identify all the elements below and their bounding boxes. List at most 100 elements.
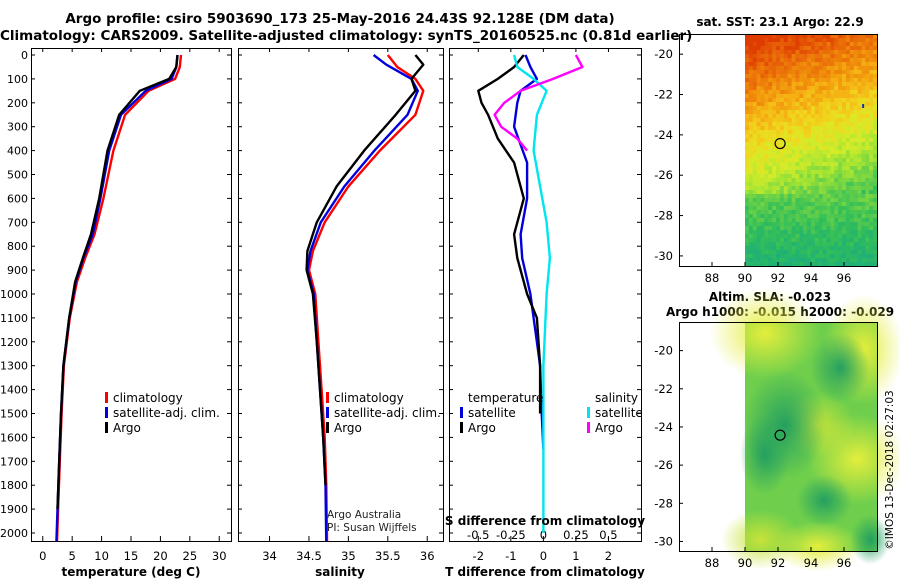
sst-cell [845,150,851,155]
sst-cell [779,162,785,167]
sst-cell [807,126,812,131]
sst-cell [811,186,816,191]
sst-cell [834,218,839,223]
sst-cell [772,34,777,39]
sst-cell [811,142,816,147]
sst-cell [787,58,793,63]
sst-cell [814,138,820,143]
sst-cell [869,242,874,247]
sst-cell [869,222,874,227]
sst-cell [818,202,824,207]
sst-cell [853,58,859,63]
sst-cell [873,82,878,87]
sst-cell [799,150,804,155]
sst-cell [787,230,793,235]
sst-cell [764,102,769,107]
sst-cell [826,190,832,195]
sst-cell [826,150,832,155]
sst-cell [776,102,781,107]
sst-cell [811,170,816,175]
sst-cell [834,202,839,207]
sst-cell [772,234,777,239]
sst-cell [799,170,804,175]
sst-cell [869,126,874,131]
sst-cell [807,102,812,107]
sst-cell [838,158,843,163]
sst-cell [838,182,843,187]
sst-cell [772,178,777,183]
sst-cell [760,258,766,263]
sst-cell [776,246,781,251]
sst-cell [807,242,812,247]
depth-tick-label: 1000 [0,288,28,301]
sst-cell [764,262,769,267]
sst-cell [838,50,843,55]
sst-cell [783,106,789,111]
sst-cell [768,38,773,43]
sst-cell [772,242,777,247]
sst-cell [842,158,847,163]
sst-cell [760,82,766,87]
sst-cell [853,234,859,239]
sst-cell [783,214,789,219]
sst-cell [869,146,874,151]
sst-cell [842,58,847,63]
sst-cell [748,102,754,107]
sst-cell [849,154,855,159]
sst-cell [857,258,863,263]
sst-cell [869,34,874,39]
sst-cell [783,178,789,183]
salinity-plot-frame [238,48,444,542]
sst-cell [845,214,851,219]
sst-cell [838,250,843,255]
sst-cell [799,238,804,243]
sst-cell [803,90,808,95]
sst-cell [776,90,781,95]
sst-cell [861,90,866,95]
sst-cell [791,78,797,83]
sst-cell [842,194,847,199]
sst-cell [803,250,808,255]
sst-cell [760,166,766,171]
sst-cell [772,186,777,191]
sst-cell [857,182,863,187]
sst-cell [787,142,793,147]
sst-cell [842,222,847,227]
sst-cell [845,162,851,167]
sst-cell [803,94,808,99]
sst-cell [853,178,859,183]
sst-cell [811,122,816,127]
sst-cell [772,170,777,175]
sst-cell [764,202,769,207]
sst-cell [764,38,769,43]
sst-cell [768,214,773,219]
sst-cell [756,146,762,151]
sst-cell [830,262,835,267]
sst-cell [818,254,824,259]
sst-cell [853,126,859,131]
sst-cell [861,198,866,203]
sst-cell [830,74,835,79]
sst-cell [779,230,785,235]
sst-cell [842,206,847,211]
annotation-pi: PI: Susan Wijffels [327,522,417,534]
sst-cell [787,138,793,143]
sst-cell [842,166,847,171]
sst-cell [799,106,804,111]
sst-cell [745,194,750,199]
sst-cell [807,130,812,135]
sst-cell [853,258,859,263]
sst-cell [845,154,851,159]
sst-cell [849,190,855,195]
sst-cell [772,210,777,215]
sst-cell [791,58,797,63]
sst-cell [834,130,839,135]
sst-cell [830,178,835,183]
sst-cell [760,210,766,215]
sst-cell [845,218,851,223]
sst-cell [814,126,820,131]
sst-cell [822,162,828,167]
sst-cell [760,242,766,247]
sst-cell [873,74,878,79]
sst-cell [783,46,789,51]
